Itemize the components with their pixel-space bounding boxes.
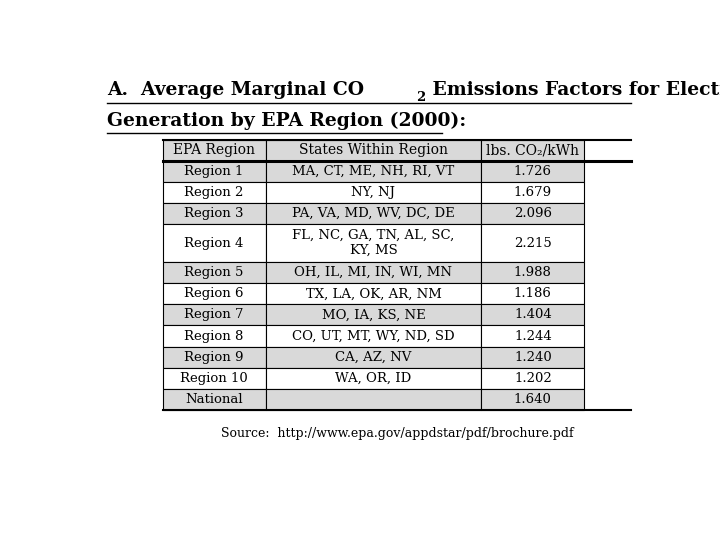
- Bar: [481, 347, 585, 368]
- Bar: [266, 347, 481, 368]
- Bar: [266, 368, 481, 389]
- Text: EPA Region: EPA Region: [173, 143, 255, 157]
- Text: MA, CT, ME, NH, RI, VT: MA, CT, ME, NH, RI, VT: [292, 165, 454, 178]
- Text: MO, IA, KS, NE: MO, IA, KS, NE: [322, 308, 426, 321]
- Text: Region 1: Region 1: [184, 165, 244, 178]
- Text: CA, AZ, NV: CA, AZ, NV: [336, 350, 412, 363]
- Text: 2.215: 2.215: [514, 237, 552, 249]
- Text: 1.240: 1.240: [514, 350, 552, 363]
- Text: 1.679: 1.679: [514, 186, 552, 199]
- Text: Region 9: Region 9: [184, 350, 244, 363]
- Bar: [266, 283, 481, 305]
- Bar: [163, 161, 266, 182]
- Text: Generation by EPA Region (2000):: Generation by EPA Region (2000):: [107, 112, 466, 131]
- Bar: [266, 262, 481, 283]
- Text: OH, IL, MI, IN, WI, MN: OH, IL, MI, IN, WI, MN: [294, 266, 452, 279]
- Bar: [163, 203, 266, 224]
- Bar: [163, 283, 266, 305]
- Text: Region 4: Region 4: [184, 237, 244, 249]
- Text: 1.404: 1.404: [514, 308, 552, 321]
- Text: National: National: [185, 393, 243, 406]
- Bar: [481, 305, 585, 326]
- Text: 2.096: 2.096: [514, 207, 552, 220]
- Text: 1.640: 1.640: [514, 393, 552, 406]
- Text: Region 3: Region 3: [184, 207, 244, 220]
- Text: A.  Average Marginal CO: A. Average Marginal CO: [107, 82, 364, 99]
- Text: NY, NJ: NY, NJ: [351, 186, 395, 199]
- Text: FL, NC, GA, TN, AL, SC,
KY, MS: FL, NC, GA, TN, AL, SC, KY, MS: [292, 229, 454, 257]
- Bar: [266, 305, 481, 326]
- Bar: [481, 224, 585, 262]
- Text: CO, UT, MT, WY, ND, SD: CO, UT, MT, WY, ND, SD: [292, 329, 455, 342]
- Text: Source:  http://www.epa.gov/appdstar/pdf/brochure.pdf: Source: http://www.epa.gov/appdstar/pdf/…: [220, 427, 573, 440]
- Text: WA, OR, ID: WA, OR, ID: [336, 372, 412, 384]
- Bar: [266, 203, 481, 224]
- Bar: [163, 389, 266, 410]
- Text: Region 6: Region 6: [184, 287, 244, 300]
- Bar: [266, 182, 481, 203]
- Text: 1.186: 1.186: [514, 287, 552, 300]
- Text: lbs. CO₂/kWh: lbs. CO₂/kWh: [486, 143, 580, 157]
- Bar: [481, 140, 585, 161]
- Bar: [266, 140, 481, 161]
- Text: Region 2: Region 2: [184, 186, 244, 199]
- Text: Region 5: Region 5: [184, 266, 244, 279]
- Bar: [163, 305, 266, 326]
- Bar: [266, 224, 481, 262]
- Bar: [163, 182, 266, 203]
- Text: TX, LA, OK, AR, NM: TX, LA, OK, AR, NM: [305, 287, 441, 300]
- Bar: [481, 283, 585, 305]
- Bar: [266, 326, 481, 347]
- Bar: [163, 326, 266, 347]
- Text: 1.244: 1.244: [514, 329, 552, 342]
- Bar: [163, 224, 266, 262]
- Bar: [481, 161, 585, 182]
- Text: Region 8: Region 8: [184, 329, 244, 342]
- Bar: [481, 182, 585, 203]
- Bar: [481, 262, 585, 283]
- Bar: [481, 368, 585, 389]
- Bar: [481, 326, 585, 347]
- Bar: [163, 262, 266, 283]
- Bar: [163, 347, 266, 368]
- Text: Region 7: Region 7: [184, 308, 244, 321]
- Text: 1.726: 1.726: [514, 165, 552, 178]
- Bar: [163, 368, 266, 389]
- Bar: [481, 389, 585, 410]
- Bar: [266, 389, 481, 410]
- Text: PA, VA, MD, WV, DC, DE: PA, VA, MD, WV, DC, DE: [292, 207, 455, 220]
- Text: States Within Region: States Within Region: [299, 143, 448, 157]
- Text: 1.988: 1.988: [514, 266, 552, 279]
- Text: Region 10: Region 10: [180, 372, 248, 384]
- Text: 1.202: 1.202: [514, 372, 552, 384]
- Bar: [481, 203, 585, 224]
- Bar: [266, 161, 481, 182]
- Text: Emissions Factors for Electricity: Emissions Factors for Electricity: [426, 82, 720, 99]
- Text: 2: 2: [416, 91, 426, 104]
- Bar: [163, 140, 266, 161]
